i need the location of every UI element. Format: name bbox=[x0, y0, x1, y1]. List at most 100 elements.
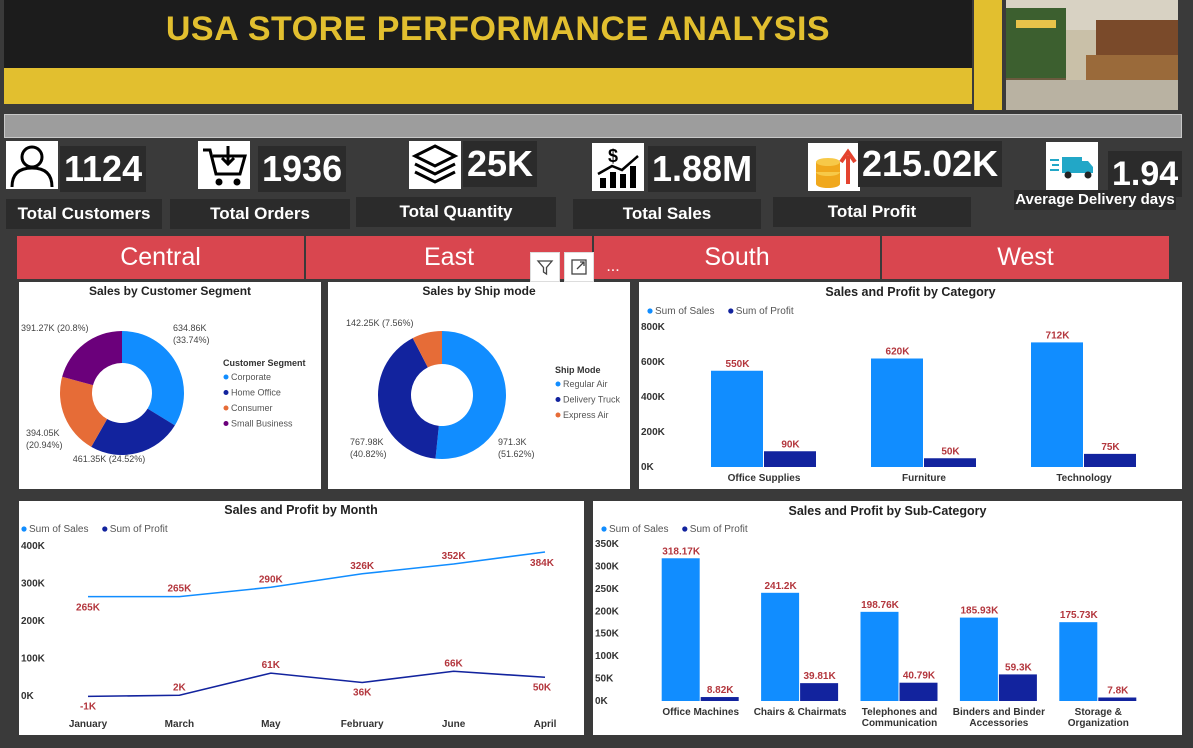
legend-label: Sum of Sales bbox=[655, 306, 714, 317]
line-data-label: 352K bbox=[442, 551, 467, 562]
y-tick-label: 200K bbox=[21, 616, 46, 627]
segment-donut-panel: Sales by Customer Segment 634.86K (33.74%… bbox=[19, 282, 321, 489]
kpi-orders-value: 1936 bbox=[258, 146, 347, 192]
month-line-chart[interactable]: Sales and Profit by Month Sum of Sales Sum… bbox=[19, 501, 584, 735]
y-tick-label: 0K bbox=[21, 691, 35, 702]
header-banner bbox=[4, 0, 972, 68]
segment-donut-chart[interactable]: 634.86K (33.74%) 461.35K (24.52%) 394.05K (2… bbox=[19, 282, 321, 489]
kpi-orders-label: Total Orders bbox=[170, 199, 350, 229]
y-tick-label: 0K bbox=[595, 696, 609, 707]
line-data-label: 290K bbox=[259, 574, 284, 585]
x-category-label: April bbox=[534, 719, 557, 730]
donut-slice bbox=[91, 408, 175, 455]
x-category-label: Accessories bbox=[969, 718, 1028, 729]
kpi-profit-label: Total Profit bbox=[773, 197, 971, 227]
profit-bar bbox=[899, 682, 938, 701]
y-tick-label: 300K bbox=[595, 561, 620, 572]
divider-bar bbox=[4, 114, 1182, 138]
sales-line bbox=[88, 551, 546, 598]
line-data-label: 36K bbox=[353, 688, 372, 699]
kpi-sales-label: Total Sales bbox=[573, 199, 761, 229]
sales-bar bbox=[871, 358, 923, 467]
x-category-label: Furniture bbox=[902, 473, 946, 484]
region-tile-central[interactable]: Central bbox=[17, 236, 304, 279]
legend-marker bbox=[728, 308, 734, 314]
legend-marker bbox=[682, 526, 688, 532]
category-bar-chart[interactable]: Sales and Profit by Category Sum of Sales… bbox=[639, 282, 1182, 489]
slice-value-label: 461.35K (24.52%) bbox=[73, 454, 146, 464]
legend-title: Customer Segment bbox=[223, 358, 306, 368]
y-tick-label: 400K bbox=[641, 392, 666, 403]
donut-slice bbox=[378, 338, 439, 459]
region-tile-west[interactable]: West bbox=[882, 236, 1169, 279]
legend-label: Consumer bbox=[231, 403, 273, 413]
legend-marker bbox=[647, 308, 653, 314]
legend-marker bbox=[223, 405, 229, 411]
bar-data-label: 7.8K bbox=[1107, 686, 1129, 697]
x-category-label: Binders and Binder bbox=[953, 707, 1045, 718]
header-accent-band bbox=[4, 68, 972, 104]
legend-marker bbox=[555, 412, 561, 418]
bar-data-label: 318.17K bbox=[662, 546, 701, 557]
profit-bar bbox=[998, 674, 1037, 701]
kpi-delivery-value: 1.94 bbox=[1108, 151, 1183, 197]
bar-data-label: 712K bbox=[1046, 330, 1071, 341]
legend-marker bbox=[223, 421, 229, 426]
sales-bar bbox=[761, 592, 800, 701]
store-photo bbox=[1006, 0, 1178, 110]
y-tick-label: 100K bbox=[595, 651, 620, 662]
donut-slice bbox=[412, 331, 442, 368]
bar-data-label: 8.82K bbox=[707, 685, 734, 696]
month-chart-panel: Sales and Profit by Month Sum of Sales Sum… bbox=[19, 501, 584, 735]
slice-percent-label: (20.94%) bbox=[26, 440, 63, 450]
y-tick-label: 250K bbox=[595, 584, 620, 595]
sales-bar bbox=[1059, 622, 1098, 701]
kpi-quantity-label: Total Quantity bbox=[356, 197, 556, 227]
dashboard-title: USA STORE PERFORMANCE ANALYSIS bbox=[165, 10, 831, 48]
profit-line bbox=[87, 670, 546, 698]
more-options-button[interactable]: ... bbox=[606, 258, 620, 275]
person-icon bbox=[6, 141, 58, 189]
line-data-label: 265K bbox=[167, 584, 192, 595]
x-category-label: February bbox=[341, 719, 384, 730]
bar-data-label: 241.2K bbox=[764, 581, 797, 592]
chart-title: Sales and Profit by Month bbox=[224, 503, 378, 517]
bar-data-label: 90K bbox=[781, 439, 800, 450]
line-data-label: 50K bbox=[533, 682, 552, 693]
donut-slice bbox=[435, 331, 506, 459]
y-tick-label: 400K bbox=[21, 541, 46, 552]
legend-label: Small Business bbox=[231, 419, 293, 429]
bar-data-label: 550K bbox=[726, 359, 751, 370]
focus-mode-icon[interactable] bbox=[564, 252, 594, 282]
x-category-label: Office Machines bbox=[662, 707, 739, 718]
slice-percent-label: (51.62%) bbox=[498, 449, 535, 459]
kpi-customers-value: 1124 bbox=[60, 146, 147, 192]
kpi-customers-label: Total Customers bbox=[6, 199, 162, 229]
bar-data-label: 175.73K bbox=[1060, 610, 1099, 621]
y-tick-label: 150K bbox=[595, 629, 620, 640]
x-category-label: Organization bbox=[1068, 718, 1129, 729]
y-tick-label: 200K bbox=[641, 427, 666, 438]
subcategory-bar-chart[interactable]: Sales and Profit by Sub-Category Sum of S… bbox=[593, 501, 1182, 735]
line-data-label: 66K bbox=[444, 658, 463, 669]
legend-label: Regular Air bbox=[563, 379, 608, 389]
sales-bar bbox=[711, 370, 763, 467]
x-category-label: Office Supplies bbox=[728, 473, 801, 484]
y-tick-label: 100K bbox=[21, 654, 46, 665]
header-accent-side bbox=[974, 0, 1002, 110]
slice-percent-label: (33.74%) bbox=[173, 335, 210, 345]
sales-bar bbox=[860, 611, 899, 701]
filter-icon[interactable] bbox=[530, 252, 560, 282]
bar-data-label: 59.3K bbox=[1005, 662, 1032, 673]
x-category-label: Communication bbox=[862, 718, 938, 729]
donut-slice bbox=[122, 331, 184, 426]
donut-slice bbox=[59, 376, 108, 447]
region-tile-south[interactable]: South bbox=[594, 236, 880, 279]
donut-slice bbox=[62, 331, 122, 386]
legend-title: Ship Mode bbox=[555, 365, 601, 375]
line-data-label: 2K bbox=[173, 682, 187, 693]
shipmode-donut-chart[interactable]: 971.3K (51.62%) 767.98K (40.82%) 142.25K (7.… bbox=[328, 282, 630, 489]
x-category-label: May bbox=[261, 719, 281, 730]
y-tick-label: 300K bbox=[21, 579, 46, 590]
line-data-label: 326K bbox=[350, 561, 375, 572]
